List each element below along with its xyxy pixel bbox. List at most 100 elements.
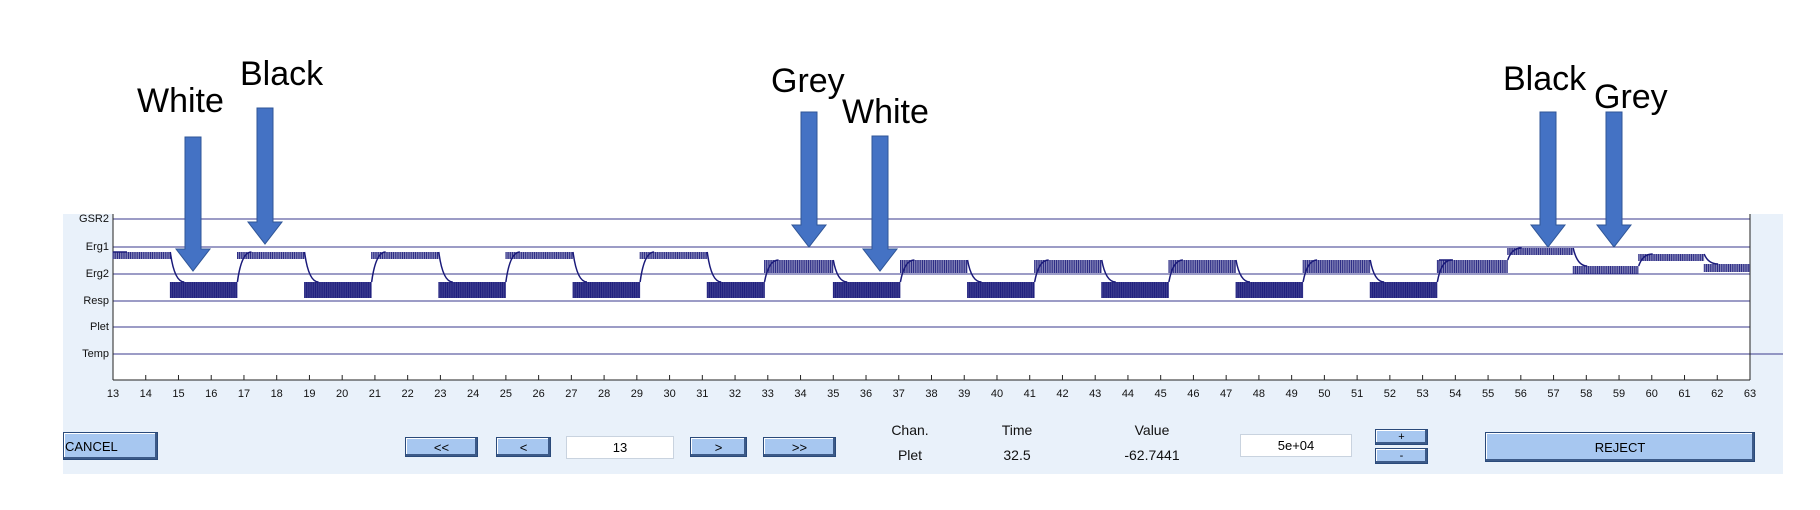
- x-tick-label: 23: [434, 388, 447, 400]
- x-tick-label: 53: [1416, 388, 1429, 400]
- x-tick-label: 18: [270, 388, 283, 400]
- x-tick-label: 41: [1023, 388, 1036, 400]
- erg-segment-lo: [1369, 259, 1438, 298]
- x-tick-label: 48: [1252, 388, 1266, 400]
- erg-segment-g1: [1572, 247, 1639, 274]
- erg-segment-lo: [438, 251, 506, 298]
- erg-segment-mid: [763, 259, 834, 283]
- x-tick-label: 57: [1547, 388, 1560, 400]
- annotation-arrow-3: [790, 111, 828, 248]
- x-tick-label: 17: [237, 388, 251, 400]
- x-tick-label: 21: [368, 388, 382, 400]
- signal-plot: [112, 107, 1783, 381]
- x-tick-label: 22: [401, 388, 414, 400]
- erg-segment-lo: [169, 251, 238, 298]
- x-tick-label: 58: [1580, 388, 1593, 400]
- annotation-arrow-6: [1595, 111, 1633, 248]
- channel-label-erg1: Erg1: [85, 241, 109, 253]
- scale-decrease-button[interactable]: -: [1375, 448, 1428, 464]
- erg-segment-mid: [899, 259, 968, 283]
- channel-label-gsr2: GSR2: [79, 213, 109, 225]
- channel-label-temp: Temp: [82, 348, 109, 360]
- annotation-arrow-2: [246, 107, 284, 245]
- erg-segment-lo: [966, 259, 1035, 298]
- reject-button[interactable]: REJECT: [1485, 432, 1755, 462]
- annotation-arrow-1: [174, 136, 212, 272]
- erg-segment-hi2: [1507, 247, 1574, 261]
- prev-page-button[interactable]: <: [496, 437, 551, 457]
- erg-segment-mid: [1302, 259, 1371, 283]
- x-tick-label: 28: [597, 388, 611, 400]
- x-tick-label: 50: [1318, 388, 1331, 400]
- x-tick-label: 16: [205, 388, 218, 400]
- x-tick-label: 36: [859, 388, 873, 400]
- annotation-label-grey-2: Grey: [1594, 78, 1668, 116]
- x-tick-label: 35: [827, 388, 840, 400]
- x-tick-label: 56: [1514, 388, 1527, 400]
- plot-area: [113, 214, 1750, 380]
- erg-segment-lo: [303, 251, 372, 298]
- x-tick-label: 30: [663, 388, 676, 400]
- x-tick-label: 51: [1350, 388, 1364, 400]
- channel-label-erg2: Erg2: [85, 268, 109, 280]
- x-tick-label: 13: [106, 388, 120, 400]
- last-page-button[interactable]: >>: [763, 437, 836, 457]
- x-tick-label: 42: [1056, 388, 1069, 400]
- annotation-label-grey-1: Grey: [771, 62, 845, 100]
- position-input[interactable]: [566, 436, 674, 459]
- x-tick-label: 37: [892, 388, 905, 400]
- channel-value: Plet: [897, 447, 923, 463]
- erg-segment-hi: [370, 251, 439, 283]
- x-tick-label: 32: [728, 388, 742, 400]
- channel-label-resp: Resp: [83, 295, 109, 307]
- erg-segment-mid: [1033, 259, 1102, 283]
- next-page-button[interactable]: >: [690, 437, 747, 457]
- x-tick-label: 47: [1220, 388, 1233, 400]
- scale-input[interactable]: [1240, 434, 1352, 457]
- x-tick-label: 34: [794, 388, 807, 400]
- x-tick-label: 14: [139, 388, 152, 400]
- x-tick-label: 52: [1383, 388, 1396, 400]
- x-tick-label: 31: [696, 388, 709, 400]
- x-tick-label: 43: [1089, 388, 1102, 400]
- x-tick-label: 24: [467, 388, 480, 400]
- erg-segment-hi: [236, 251, 305, 283]
- erg-segment-lo: [572, 251, 641, 298]
- x-tick-label: 45: [1154, 388, 1167, 400]
- erg-segment-lo: [832, 259, 901, 298]
- value-readout: -62.7441: [1124, 447, 1180, 463]
- scale-increase-button[interactable]: +: [1375, 429, 1428, 445]
- x-tick-label: 25: [499, 388, 512, 400]
- erg-segment-lo: [1101, 259, 1169, 298]
- cancel-button[interactable]: CANCEL: [63, 432, 158, 460]
- erg-segment-lo: [1235, 259, 1304, 298]
- erg-segment-mid: [1168, 259, 1236, 283]
- annotation-label-black-1: Black: [240, 55, 324, 93]
- channel-header: Chan.: [891, 422, 929, 438]
- x-tick-label: 26: [532, 388, 545, 400]
- erg-segment-g2: [1703, 253, 1750, 272]
- x-tick-label: 20: [336, 388, 349, 400]
- annotation-label-white-2: White: [842, 93, 929, 131]
- x-tick-label: 54: [1449, 388, 1462, 400]
- x-tick-label: 62: [1711, 388, 1724, 400]
- erg-segment-mid: [1438, 259, 1508, 273]
- x-tick-label: 46: [1187, 388, 1200, 400]
- erg-segment-hi: [112, 251, 171, 259]
- annotation-label-white-1: White: [137, 82, 224, 120]
- x-tick-label: 29: [630, 388, 643, 400]
- x-tick-label: 15: [172, 388, 185, 400]
- x-tick-label: 59: [1612, 388, 1626, 400]
- x-tick-label: 44: [1121, 388, 1135, 400]
- erg-segment-hi3: [1637, 253, 1705, 267]
- time-value: 32.5: [1003, 447, 1031, 463]
- x-tick-label: 40: [990, 388, 1004, 400]
- x-tick-label: 27: [565, 388, 578, 400]
- x-tick-label: 49: [1285, 388, 1298, 400]
- x-tick-label: 33: [761, 388, 774, 400]
- annotation-arrow-4: [861, 135, 899, 272]
- x-tick-label: 39: [958, 388, 971, 400]
- first-page-button[interactable]: <<: [405, 437, 478, 457]
- value-header: Value: [1134, 422, 1170, 438]
- erg-segment-hi: [505, 251, 573, 283]
